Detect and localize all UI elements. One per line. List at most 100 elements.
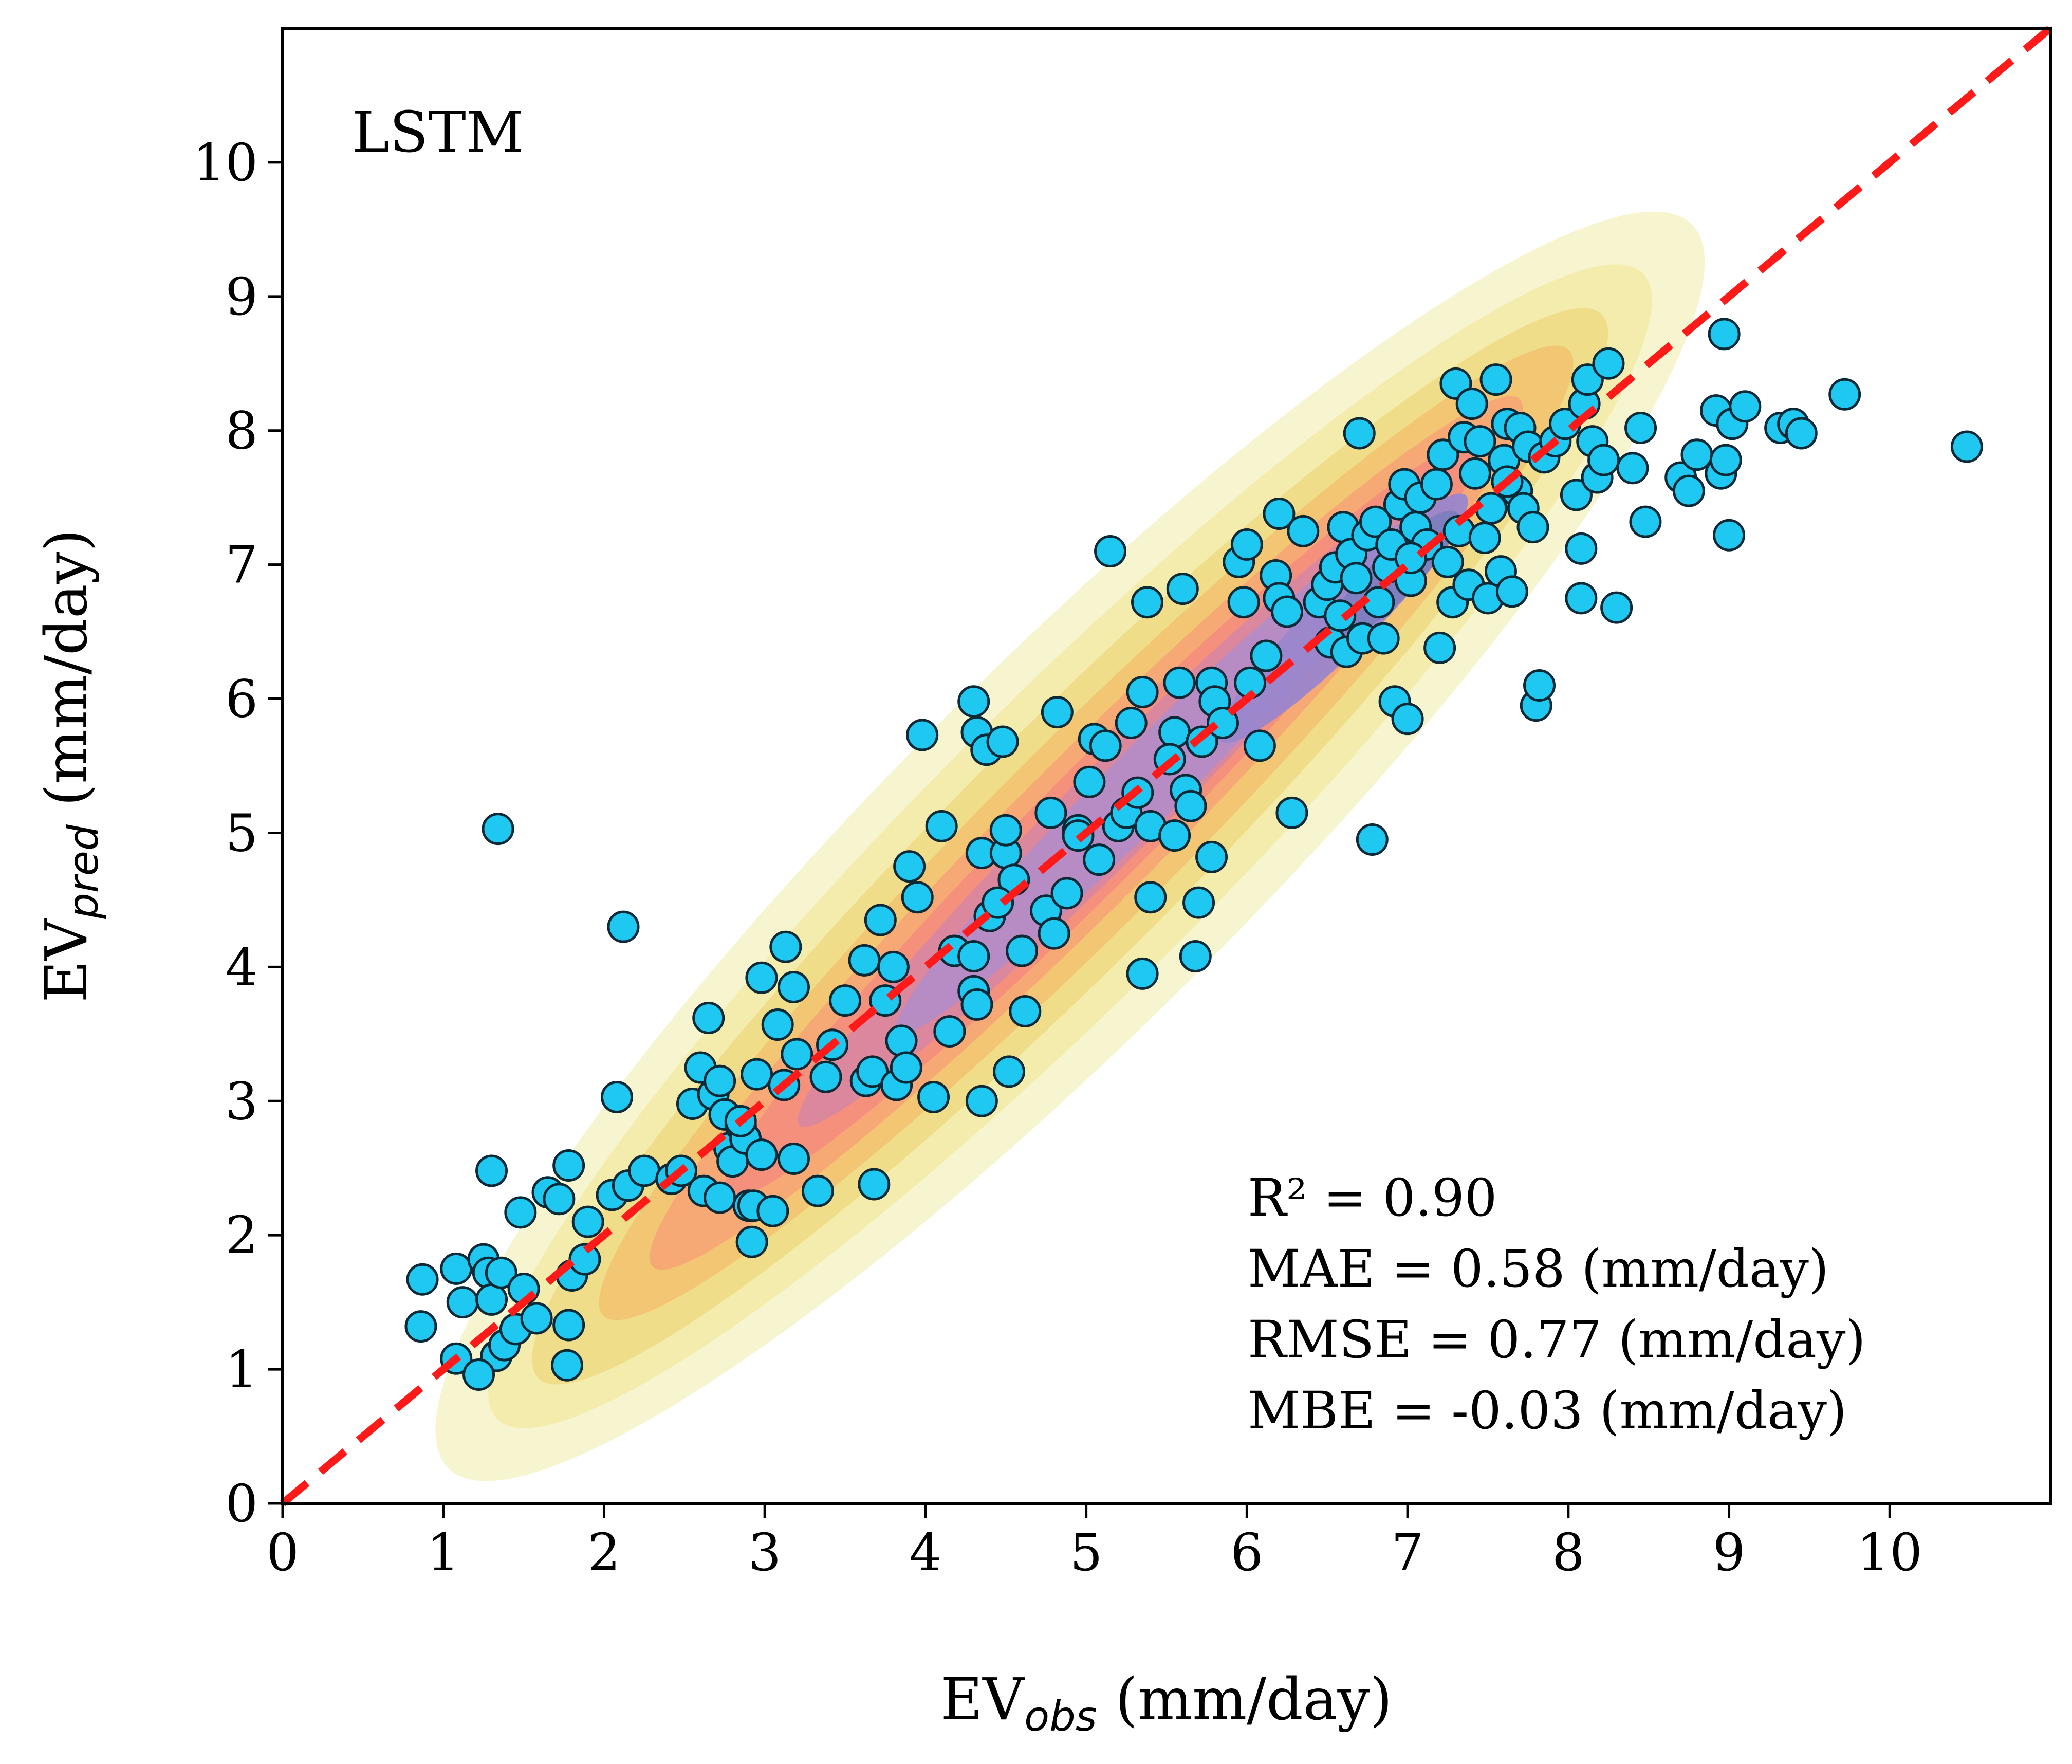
data-point-23	[571, 1205, 604, 1238]
data-point-226	[982, 886, 1014, 919]
data-point-15	[520, 1302, 553, 1335]
data-point-10	[462, 1358, 495, 1391]
metric-rmse: RMSE = 0.77 (mm/day)	[1248, 1310, 1866, 1370]
y-tick-label-9: 9	[225, 267, 258, 327]
x-axis-label-main: EV	[941, 1666, 1026, 1733]
data-point-201	[1592, 347, 1625, 380]
data-point-1	[406, 1263, 439, 1296]
x-tick-label-10: 10	[1857, 1522, 1922, 1583]
data-point-103	[1094, 535, 1127, 568]
data-point-195	[1565, 582, 1598, 615]
data-point-131	[1250, 639, 1283, 672]
x-tick-label-6: 6	[1231, 1522, 1264, 1583]
data-point-95	[1038, 917, 1070, 950]
data-point-113	[1158, 716, 1191, 749]
data-point-187	[1516, 511, 1549, 544]
data-point-189	[1523, 669, 1556, 702]
y-axis-label: EVpred (mm/day)	[33, 529, 107, 1002]
data-point-49	[756, 1195, 789, 1227]
data-point-174	[1464, 425, 1496, 458]
data-point-203	[1616, 452, 1649, 485]
data-point-193	[1560, 479, 1593, 511]
data-point-19	[543, 1183, 576, 1216]
x-tick-label-1: 1	[427, 1522, 460, 1583]
data-point-101	[1083, 843, 1116, 876]
data-point-48	[745, 1138, 778, 1171]
data-point-200	[1587, 444, 1620, 476]
data-point-116	[1166, 573, 1199, 605]
data-point-8	[475, 1283, 508, 1316]
data-point-52	[761, 1008, 794, 1041]
data-point-2	[404, 1310, 437, 1343]
data-point-205	[1629, 505, 1662, 538]
data-point-80	[957, 685, 990, 718]
data-point-97	[1050, 877, 1083, 910]
data-point-158	[1391, 703, 1424, 736]
x-tick-label-7: 7	[1391, 1522, 1424, 1583]
data-point-63	[864, 904, 897, 936]
data-point-79	[960, 988, 993, 1021]
data-point-91	[993, 1055, 1026, 1088]
y-tick-label-3: 3	[225, 1071, 258, 1131]
metrics-block: R² = 0.90 MAE = 0.58 (mm/day) RMSE = 0.7…	[1248, 1168, 1866, 1441]
data-point-50	[735, 1225, 768, 1258]
data-point-124	[1195, 840, 1228, 873]
data-point-135	[1271, 595, 1304, 628]
y-tick-label-5: 5	[225, 803, 258, 863]
data-point-69	[893, 850, 926, 883]
axes: 0 1 2 3 4 5 6 7 8 9 10 0 1 2 3 4 5 6 7 8 9 10	[193, 133, 1922, 1583]
data-point-223	[1324, 599, 1357, 632]
model-label: LSTM	[352, 99, 524, 165]
data-point-128	[1230, 528, 1263, 561]
data-points	[404, 318, 1983, 1391]
data-point-145	[1340, 562, 1373, 595]
data-point-202	[1600, 591, 1633, 624]
data-point-106	[1115, 707, 1148, 740]
data-point-11	[485, 1256, 517, 1289]
data-point-109	[1131, 586, 1163, 619]
data-point-108	[1126, 676, 1159, 708]
data-point-220	[1950, 430, 1983, 463]
y-tick-label-6: 6	[225, 669, 258, 729]
y-tick-label-0: 0	[225, 1474, 258, 1534]
data-point-68	[890, 1051, 922, 1084]
data-point-31	[607, 910, 640, 943]
x-axis-label-unit: (mm/day)	[1097, 1666, 1393, 1733]
data-point-71	[906, 719, 939, 751]
x-axis-label: EVobs (mm/day)	[941, 1666, 1393, 1740]
y-tick-label-4: 4	[225, 937, 258, 997]
data-point-57	[801, 1174, 834, 1207]
data-point-211	[1708, 318, 1741, 351]
data-point-16	[475, 1154, 508, 1187]
data-point-120	[1179, 940, 1212, 972]
data-point-149	[1356, 823, 1389, 856]
data-point-118	[1174, 789, 1207, 822]
x-tick-label-8: 8	[1552, 1522, 1585, 1583]
plot-frame	[281, 27, 2052, 1505]
data-point-17	[504, 1196, 537, 1229]
y-tick-label-8: 8	[225, 401, 258, 461]
data-point-178	[1479, 363, 1512, 396]
data-point-67	[885, 1024, 918, 1057]
data-point-85	[986, 725, 1019, 758]
data-point-24	[552, 1309, 585, 1342]
data-point-3	[440, 1252, 473, 1285]
data-point-207	[1672, 474, 1705, 507]
y-axis-label-sub: pred	[60, 824, 107, 920]
y-axis-label-main: EV	[33, 918, 100, 1003]
data-point-75	[933, 1015, 966, 1048]
data-point-65	[877, 950, 910, 983]
data-point-92	[965, 1085, 998, 1117]
data-point-73	[917, 1080, 950, 1113]
data-point-47	[741, 1058, 773, 1091]
data-point-53	[769, 930, 802, 963]
data-point-130	[1243, 729, 1276, 762]
data-point-94	[1034, 796, 1067, 829]
data-point-35	[692, 1002, 725, 1035]
y-tick-label-1: 1	[225, 1339, 258, 1400]
y-tick-label-7: 7	[225, 535, 258, 595]
x-tick-label-3: 3	[748, 1522, 781, 1583]
data-point-99	[1073, 765, 1106, 798]
x-tick-label-2: 2	[588, 1522, 621, 1583]
